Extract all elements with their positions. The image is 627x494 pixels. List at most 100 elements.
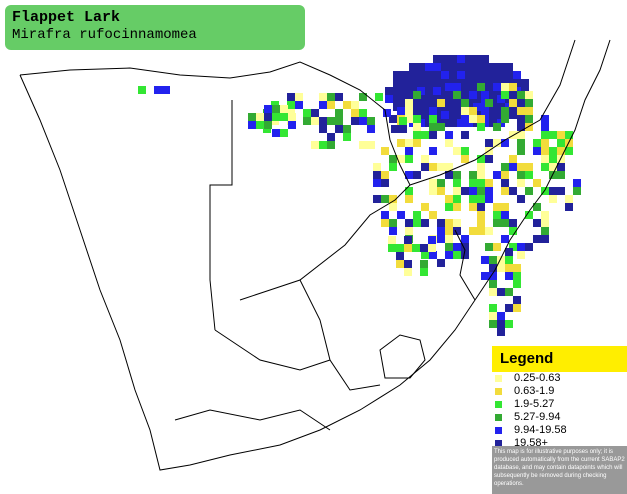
borders [19, 39, 611, 471]
grid-cell [461, 91, 469, 99]
grid-cell [264, 121, 272, 129]
grid-cell [509, 155, 517, 163]
grid-cell [489, 272, 497, 280]
grid-cell [445, 139, 453, 147]
grid-cell [429, 179, 437, 187]
grid-cell [573, 187, 581, 195]
grid-cell [367, 141, 375, 149]
grid-cell [405, 147, 413, 155]
grid-cell [509, 83, 517, 91]
grid-cell [461, 155, 469, 163]
grid-cell [481, 63, 489, 71]
grid-cell [461, 147, 469, 155]
grid-cell [481, 55, 489, 63]
grid-cell [541, 131, 549, 139]
grid-cell [565, 195, 573, 203]
grid-cell [517, 251, 525, 259]
grid-cell [501, 163, 509, 171]
grid-cell [489, 63, 497, 71]
grid-cell [359, 93, 367, 101]
border [19, 61, 391, 141]
grid-cell [295, 93, 303, 101]
grid-cell [391, 125, 399, 133]
grid-cell [404, 236, 412, 244]
legend-swatch [495, 375, 502, 382]
legend: Legend 0.25-0.63 0.63-1.9 1.9-5.27 5.27-9.9… [492, 346, 627, 494]
grid-cell [335, 125, 343, 133]
grid-cell [343, 133, 351, 141]
grid-cell [453, 147, 461, 155]
grid-cell [437, 179, 445, 187]
grid-cell [421, 251, 429, 259]
grid-cell [493, 243, 501, 251]
grid-cell [557, 139, 565, 147]
grid-cell [433, 87, 441, 95]
grid-cell [437, 219, 445, 227]
grid-cell [248, 113, 256, 121]
grid-cell [533, 179, 541, 187]
grid-cell [489, 264, 497, 272]
grid-cell [417, 79, 425, 87]
grid-cell [425, 95, 433, 103]
grid-cell [525, 91, 533, 99]
grid-cell [437, 123, 445, 131]
grid-cell [505, 288, 513, 296]
grid-cell [493, 171, 501, 179]
grid-cell [413, 115, 421, 123]
grid-cell [381, 147, 389, 155]
legend-item: 5.27-9.94 [492, 411, 627, 424]
grid-cell [505, 272, 513, 280]
grid-cell [453, 227, 461, 235]
grid-cell [485, 155, 493, 163]
grid-cell [501, 187, 509, 195]
grid-cell [557, 131, 565, 139]
grid-cell [493, 139, 501, 147]
grid-cell [367, 117, 375, 125]
grid-cell [420, 244, 428, 252]
grid-cell [461, 131, 469, 139]
grid-cell [497, 288, 505, 296]
grid-cell [509, 91, 517, 99]
grid-cell [405, 139, 413, 147]
grid-cell [489, 111, 497, 119]
grid-cell [351, 109, 359, 117]
grid-cell [405, 187, 413, 195]
grid-cell [549, 155, 557, 163]
grid-cell [469, 107, 477, 115]
grid-cell [445, 203, 453, 211]
grid-cell [549, 187, 557, 195]
grid-cell [477, 219, 485, 227]
legend-swatch [495, 388, 502, 395]
grid-cell [565, 147, 573, 155]
grid-cell [373, 163, 381, 171]
grid-cell [485, 83, 493, 91]
grid-cell [501, 139, 509, 147]
grid-cell [469, 203, 477, 211]
subtitle: Mirafra rufocinnamomea [12, 27, 197, 43]
grid-cell [381, 195, 389, 203]
grid-cell [461, 107, 469, 115]
grid-cell [327, 93, 335, 101]
grid-cell [557, 187, 565, 195]
grid-cell [421, 203, 429, 211]
grid-cell [417, 71, 425, 79]
grid-cell [517, 139, 525, 147]
grid-cell [405, 195, 413, 203]
grid-cell [429, 251, 437, 259]
grid-cell [288, 121, 296, 129]
grid-cell [477, 211, 485, 219]
grid-cell [465, 79, 473, 87]
grid-cell [517, 123, 525, 131]
grid-cell [533, 147, 541, 155]
grid-cell [445, 163, 453, 171]
disclaimer: This map is for illustrative purposes on… [492, 446, 627, 494]
grid-cell [477, 187, 485, 195]
grid-cell [485, 139, 493, 147]
grid-cell [421, 219, 429, 227]
legend-label: 0.25-0.63 [514, 372, 561, 384]
grid-cell [319, 141, 327, 149]
grid-cell [429, 131, 437, 139]
grid-cell [433, 79, 441, 87]
grid-cell [473, 63, 481, 71]
grid-cell [399, 125, 407, 133]
